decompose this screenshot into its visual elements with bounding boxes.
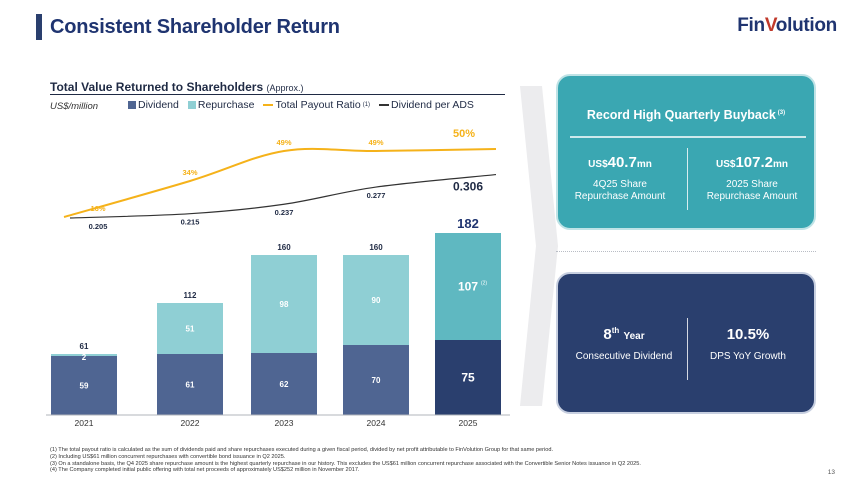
- label-dps-2023: 0.237: [275, 208, 294, 217]
- page-number: 13: [827, 469, 835, 476]
- label-repurchase-2021: 2: [82, 353, 87, 362]
- label-total-2023: 160: [277, 243, 291, 252]
- annual-repurchase-stat: US$107.2mn 2025 Share Repurchase Amount: [706, 154, 798, 202]
- dotted-separator: [556, 251, 816, 252]
- x-tick-2021: 2021: [75, 418, 94, 428]
- bar-repurchase-2021: [51, 354, 117, 356]
- legend-dividend: Dividend: [128, 99, 179, 111]
- label-total-2022: 112: [184, 291, 197, 300]
- label-dps-2024: 0.277: [367, 191, 386, 200]
- dps-growth-stat: 10.5% DPS YoY Growth: [710, 326, 786, 362]
- label-payout-2022: 34%: [182, 168, 197, 177]
- buyback-heading: Record High Quarterly Buyback (3): [586, 108, 786, 122]
- footnotes: (1) The total payout ratio is calculated…: [50, 447, 641, 474]
- title-bar: Consistent Shareholder Return FinVolutio…: [0, 0, 857, 52]
- label-dps-2022: 0.215: [181, 218, 200, 227]
- footnote-2: (2) Including US$61 million concurrent r…: [50, 453, 286, 460]
- annotation-note-2025: (2): [481, 281, 487, 287]
- chart-plot: 59 2 61 2021 61 51 112 2022 62 98 160 2023 70 90 160 20…: [46, 128, 510, 428]
- footnote-3: (3) On a standalone basis, the Q4 2025 s…: [50, 460, 641, 467]
- chevron-arrow-shape: [520, 86, 558, 406]
- label-dividend-2023: 62: [280, 380, 289, 389]
- chart-title: Total Value Returned to Shareholders (Ap…: [50, 80, 304, 94]
- label-repurchase-2022: 51: [186, 325, 195, 334]
- bar-repurchase-2023: [251, 255, 317, 353]
- buyback-card: Record High Quarterly Buyback (3) US$40.7…: [556, 74, 816, 230]
- company-logo: FinVolution: [737, 15, 837, 36]
- bar-dividend-2023: [251, 353, 317, 415]
- x-tick-2022: 2022: [181, 418, 200, 428]
- label-dividend-2024: 70: [372, 376, 381, 385]
- legend-payout-ratio: Total Payout Ratio (1): [263, 99, 370, 111]
- consecutive-dividend-stat: 8th Year Consecutive Dividend: [575, 326, 673, 362]
- bar-dividend-2024: [343, 345, 409, 415]
- label-dividend-2021: 59: [80, 382, 89, 391]
- label-repurchase-2025: 107: [458, 280, 478, 294]
- label-dps-2021: 0.205: [89, 222, 108, 231]
- bar-dividend-2025: [435, 340, 501, 415]
- label-repurchase-2023: 98: [280, 300, 289, 309]
- line-dividend-per-ads: [69, 173, 497, 219]
- q4-repurchase-stat: US$40.7mn 4Q25 Share Repurchase Amount: [574, 154, 666, 202]
- page-title: Consistent Shareholder Return: [50, 16, 340, 38]
- label-total-2021: 61: [80, 342, 89, 351]
- x-tick-2024: 2024: [367, 418, 386, 428]
- label-payout-2024: 49%: [368, 138, 383, 147]
- chart-unit-label: US$/million: [50, 101, 99, 112]
- label-payout-2023: 49%: [276, 138, 291, 147]
- legend-dividend-per-ads: Dividend per ADS: [379, 99, 474, 111]
- stat-vertical-divider: [687, 318, 688, 380]
- label-dps-2025: 0.306: [453, 180, 483, 194]
- dividend-card: 8th Year Consecutive Dividend 10.5% DPS …: [556, 272, 816, 414]
- label-total-2024: 160: [369, 243, 383, 252]
- label-payout-2025: 50%: [453, 128, 475, 140]
- footnote-4: (4) The Company completed initial public…: [50, 467, 360, 474]
- stat-vertical-divider: [687, 148, 688, 210]
- legend-repurchase: Repurchase: [187, 99, 254, 111]
- line-total-payout-ratio: [63, 147, 497, 218]
- bar-dividend-2021: [51, 356, 117, 415]
- footnote-1: (1) The total payout ratio is calculated…: [50, 447, 554, 453]
- bar-repurchase-2024: [343, 255, 409, 345]
- bar-repurchase-2022: [157, 303, 223, 354]
- label-repurchase-2024: 90: [372, 296, 381, 305]
- x-tick-2023: 2023: [275, 418, 294, 428]
- chart-legend: Dividend Repurchase Total Payout Ratio (1…: [128, 99, 483, 111]
- label-dividend-2025: 75: [461, 371, 475, 385]
- bar-repurchase-2025: [435, 233, 501, 340]
- label-total-2025: 182: [457, 216, 479, 231]
- label-dividend-2022: 61: [186, 381, 195, 390]
- title-accent-bar: [36, 14, 42, 40]
- bar-dividend-2022: [157, 354, 223, 415]
- card-divider: [570, 136, 806, 138]
- chart-title-underline: [50, 94, 505, 95]
- label-payout-2021: 16%: [90, 204, 105, 213]
- x-tick-2025: 2025: [459, 418, 478, 428]
